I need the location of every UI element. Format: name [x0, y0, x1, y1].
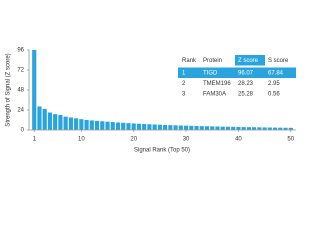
bar — [246, 127, 251, 130]
bar — [278, 127, 283, 130]
bar — [173, 125, 178, 130]
bar — [105, 121, 110, 130]
bar — [231, 126, 236, 130]
y-tick-label: 96 — [17, 48, 24, 54]
bar — [136, 123, 142, 130]
bar — [272, 127, 278, 130]
bar — [157, 124, 162, 130]
y-tick-label: 72 — [17, 68, 24, 74]
bar — [74, 118, 79, 130]
bar — [152, 124, 157, 130]
bar — [199, 126, 204, 130]
y-axis-label: Strength of Signal (Z score) — [6, 53, 12, 126]
bar — [220, 126, 225, 130]
bar — [121, 122, 126, 130]
bar — [110, 122, 115, 130]
bar — [142, 124, 147, 130]
bar — [100, 121, 105, 130]
bar — [94, 120, 100, 130]
table-header: Rank — [182, 58, 197, 64]
chart: Strength of Signal (Z score) Signal Rank… — [6, 48, 296, 154]
bar — [79, 119, 84, 130]
bar — [42, 108, 47, 130]
bar — [189, 125, 194, 130]
table-cell: 25.28 — [238, 91, 254, 97]
table-cell: 96.07 — [238, 70, 254, 76]
bar — [63, 116, 68, 130]
table-cell: TMEM196 — [203, 81, 231, 87]
table-cell: 0.56 — [268, 91, 280, 97]
x-tick-label: 40 — [235, 137, 242, 143]
x-tick-label: 50 — [287, 137, 294, 143]
bar — [210, 126, 215, 130]
bar — [68, 117, 73, 130]
table-cell: TIGD — [203, 70, 218, 76]
bar — [252, 127, 257, 130]
y-tick-label: 24 — [17, 108, 24, 114]
bar — [168, 125, 173, 130]
bar — [267, 127, 272, 130]
bar — [257, 127, 262, 130]
bar — [194, 126, 199, 130]
bar — [58, 115, 63, 130]
bar — [241, 127, 246, 130]
bar — [204, 126, 210, 130]
table-cell: FAM30A — [203, 91, 226, 97]
bar — [84, 120, 89, 130]
table-header: S score — [268, 58, 289, 64]
table-cell: 67.84 — [268, 70, 284, 76]
bar — [183, 125, 189, 130]
bar — [283, 127, 288, 130]
x-tick-label: 20 — [130, 137, 137, 143]
table-cell: 28.23 — [238, 81, 254, 87]
row-highlight — [178, 67, 296, 78]
x-tick-label: 30 — [183, 137, 190, 143]
table-header: Z score — [238, 58, 259, 64]
table-cell: 2.95 — [268, 81, 280, 87]
bar — [32, 49, 37, 130]
bar — [215, 126, 220, 130]
y-tick-label: 0 — [21, 128, 25, 134]
header-highlight — [235, 55, 265, 66]
bar — [178, 125, 183, 130]
bar — [131, 123, 136, 130]
bar — [89, 120, 94, 130]
bar — [47, 112, 53, 130]
bar — [288, 127, 293, 130]
bar — [236, 127, 241, 130]
table-cell: 3 — [182, 91, 186, 97]
bar — [225, 126, 231, 130]
bar — [262, 127, 267, 130]
bar — [163, 125, 168, 130]
y-tick-label: 48 — [17, 88, 24, 94]
x-axis-label: Signal Rank (Top 50) — [134, 148, 190, 154]
bar — [115, 122, 121, 130]
bar — [126, 123, 131, 130]
table-cell: 1 — [182, 70, 186, 76]
bar — [37, 106, 42, 130]
x-tick-label: 10 — [78, 137, 85, 143]
table-cell: 2 — [182, 81, 186, 87]
x-tick-label: 1 — [33, 137, 37, 143]
table-header: Protein — [203, 58, 222, 64]
bar — [147, 124, 152, 130]
bar — [53, 114, 58, 130]
